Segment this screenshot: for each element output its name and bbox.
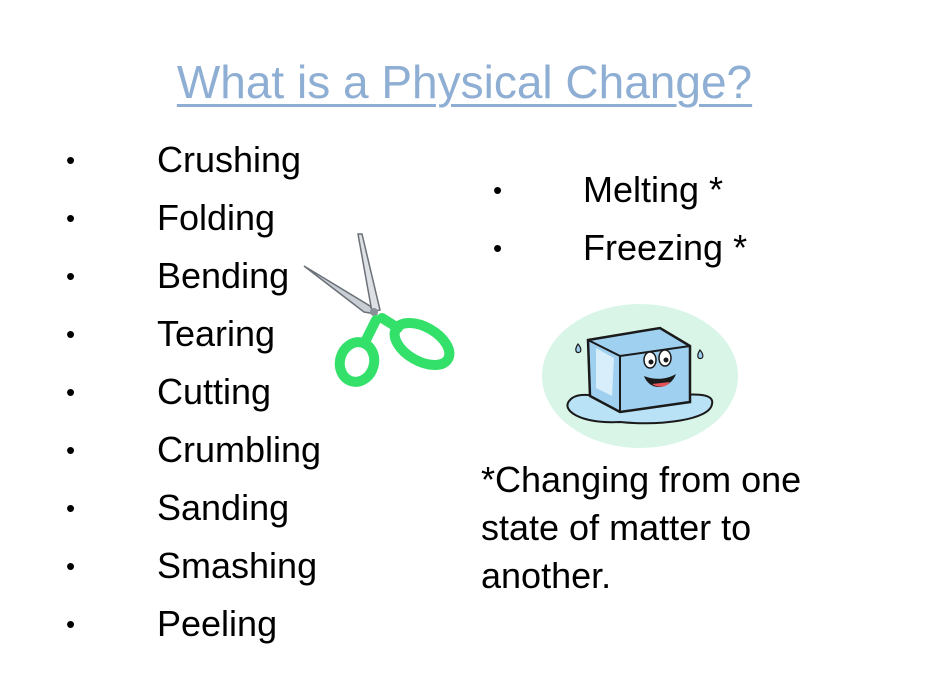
list-item: • Folding xyxy=(66,198,321,256)
list-item-text: Bending xyxy=(157,255,290,296)
ice-tongue-icon xyxy=(652,382,670,387)
list-item-text: Smashing xyxy=(157,545,318,586)
scissors-handle-icon xyxy=(334,337,380,387)
list-item-text: Peeling xyxy=(157,603,278,644)
list-item: • Freezing * xyxy=(493,228,747,286)
ice-highlight-icon xyxy=(596,348,614,396)
bullet: • xyxy=(66,493,76,523)
list-item: • Tearing xyxy=(66,314,321,372)
list-item-text: Cutting xyxy=(157,371,272,412)
list-item: • Crumbling xyxy=(66,430,321,488)
bullet: • xyxy=(493,175,503,205)
list-item-text: Folding xyxy=(157,197,276,238)
list-item-text: Sanding xyxy=(157,487,290,528)
bullet: • xyxy=(493,233,503,263)
list-item: • Cutting xyxy=(66,372,321,430)
scissors-blade-icon xyxy=(357,233,381,313)
list-item-text: Crumbling xyxy=(157,429,322,470)
bullet: • xyxy=(66,609,76,639)
bullet: • xyxy=(66,377,76,407)
list-item: • Bending xyxy=(66,256,321,314)
state-change-note: *Changing from one state of matter to an… xyxy=(481,459,802,596)
list-item: • Smashing xyxy=(66,546,321,604)
list-item: • Melting * xyxy=(493,170,747,228)
scissors-icon xyxy=(303,233,455,387)
list-item-text: Melting * xyxy=(583,169,724,210)
water-drop-icon xyxy=(575,343,582,354)
ice-pupil-icon xyxy=(663,357,669,363)
list-item: • Peeling xyxy=(66,604,321,662)
bullet: • xyxy=(66,319,76,349)
scissors-pivot-icon xyxy=(370,308,378,316)
ice-cube-icon xyxy=(542,304,738,448)
slide-title: What is a Physical Change? xyxy=(176,56,753,108)
bullet: • xyxy=(66,435,76,465)
scissors-handle-icon xyxy=(377,313,403,333)
state-change-list: • Melting * • Freezing * xyxy=(493,170,747,286)
physical-change-list: • Crushing • Folding • Bending • Tearing • Cu… xyxy=(66,140,321,662)
water-drop-icon xyxy=(697,349,704,360)
ice-pupil-icon xyxy=(648,359,654,365)
bullet: • xyxy=(66,145,76,175)
list-item-text: Freezing * xyxy=(583,227,748,268)
list-item: • Sanding xyxy=(66,488,321,546)
bullet: • xyxy=(66,551,76,581)
list-item-text: Crushing xyxy=(157,139,302,180)
scissors-handle-icon xyxy=(361,315,381,345)
bullet: • xyxy=(66,203,76,233)
list-item-text: Tearing xyxy=(157,313,276,354)
bullet: • xyxy=(66,261,76,291)
list-item: • Crushing xyxy=(66,140,321,198)
